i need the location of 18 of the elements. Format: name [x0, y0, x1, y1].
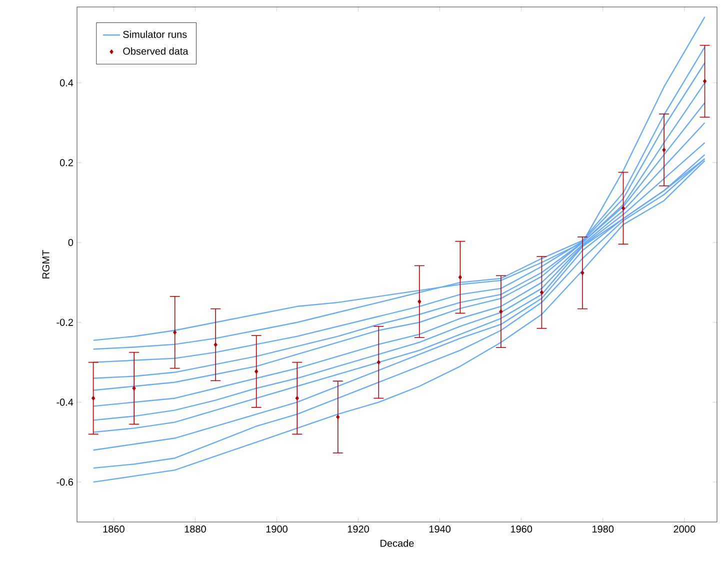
y-tick-label: 0 — [68, 238, 74, 246]
x-axis-title: Decade — [380, 539, 414, 547]
x-tick-label: 1880 — [184, 526, 206, 533]
y-tick-label: -0.6 — [56, 478, 74, 486]
legend-label: Observed data — [123, 47, 188, 55]
y-tick-label: 0.2 — [60, 159, 73, 166]
x-tick-label: 1860 — [103, 526, 124, 533]
x-tick-label: 1900 — [266, 526, 288, 533]
y-tick-label: 0.4 — [60, 79, 74, 86]
x-tick-label: 1960 — [510, 526, 532, 533]
x-tick-label: 1980 — [592, 526, 614, 533]
y-tick-label: -0.4 — [56, 398, 74, 406]
y-axis-title: RGMT — [42, 250, 50, 278]
legend-label: Simulator runs — [123, 30, 187, 38]
y-tick-label: -0.2 — [56, 318, 73, 326]
x-tick-label: 1920 — [348, 526, 370, 533]
x-tick-label: 2000 — [674, 526, 696, 533]
x-tick-label: 1940 — [429, 526, 451, 533]
